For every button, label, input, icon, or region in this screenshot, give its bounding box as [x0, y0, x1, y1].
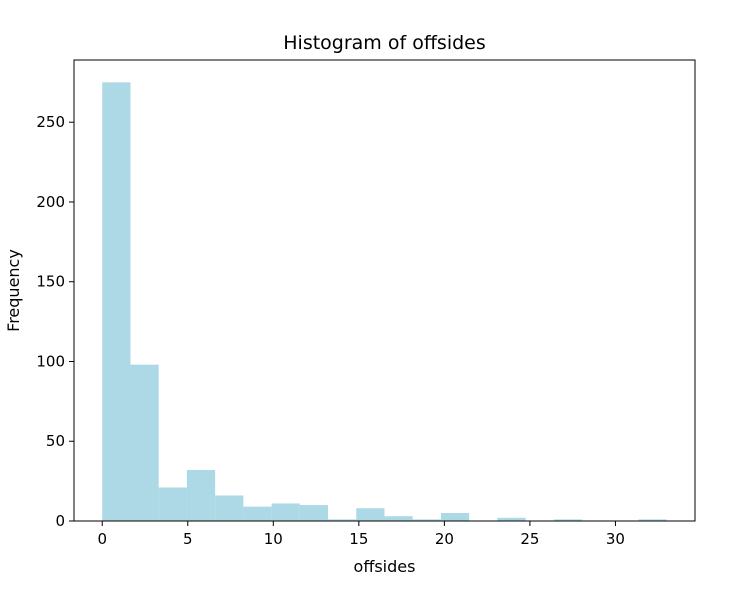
- chart-title: Histogram of offsides: [283, 32, 486, 54]
- y-tick-label-0: 0: [55, 512, 65, 530]
- histogram-bar-3: [186, 469, 216, 521]
- y-tick-label-3: 150: [36, 273, 65, 291]
- y-axis-label: Frequency: [4, 249, 23, 332]
- histogram-bar-5: [243, 506, 272, 521]
- x-tick-label-1: 5: [183, 530, 193, 548]
- y-tick-label-5: 250: [36, 113, 65, 131]
- x-tick-label-4: 20: [435, 530, 454, 548]
- x-tick-label-0: 0: [97, 530, 107, 548]
- bars-group: [102, 82, 667, 521]
- x-tick-label-6: 30: [606, 530, 625, 548]
- histogram-bar-14: [497, 517, 526, 521]
- histogram-bar-9: [356, 508, 385, 521]
- x-tick-label-2: 10: [264, 530, 283, 548]
- histogram-bar-12: [440, 513, 470, 521]
- y-tick-label-2: 100: [36, 352, 65, 370]
- histogram-bar-16: [553, 519, 583, 521]
- y-axis: 0 50 100 150 200 250: [36, 113, 74, 530]
- x-axis-label: offsides: [354, 557, 416, 576]
- histogram-bar-7: [299, 505, 329, 521]
- x-tick-label-3: 15: [349, 530, 368, 548]
- histogram-bar-2: [158, 487, 187, 521]
- histogram-bar-1: [130, 364, 159, 521]
- histogram-bar-11: [412, 519, 441, 521]
- histogram-bar-0: [102, 82, 131, 521]
- histogram-bar-19: [638, 519, 667, 521]
- y-tick-label-1: 50: [46, 432, 65, 450]
- plot-frame: [73, 59, 696, 522]
- histogram-bar-4: [215, 495, 244, 521]
- y-tick-label-4: 200: [36, 193, 65, 211]
- histogram-bar-8: [328, 519, 357, 521]
- histogram-bar-6: [271, 503, 300, 521]
- x-axis: 0 5 10 15 20 25 30: [97, 521, 625, 548]
- x-tick-label-5: 25: [520, 530, 539, 548]
- histogram-bar-10: [384, 516, 413, 521]
